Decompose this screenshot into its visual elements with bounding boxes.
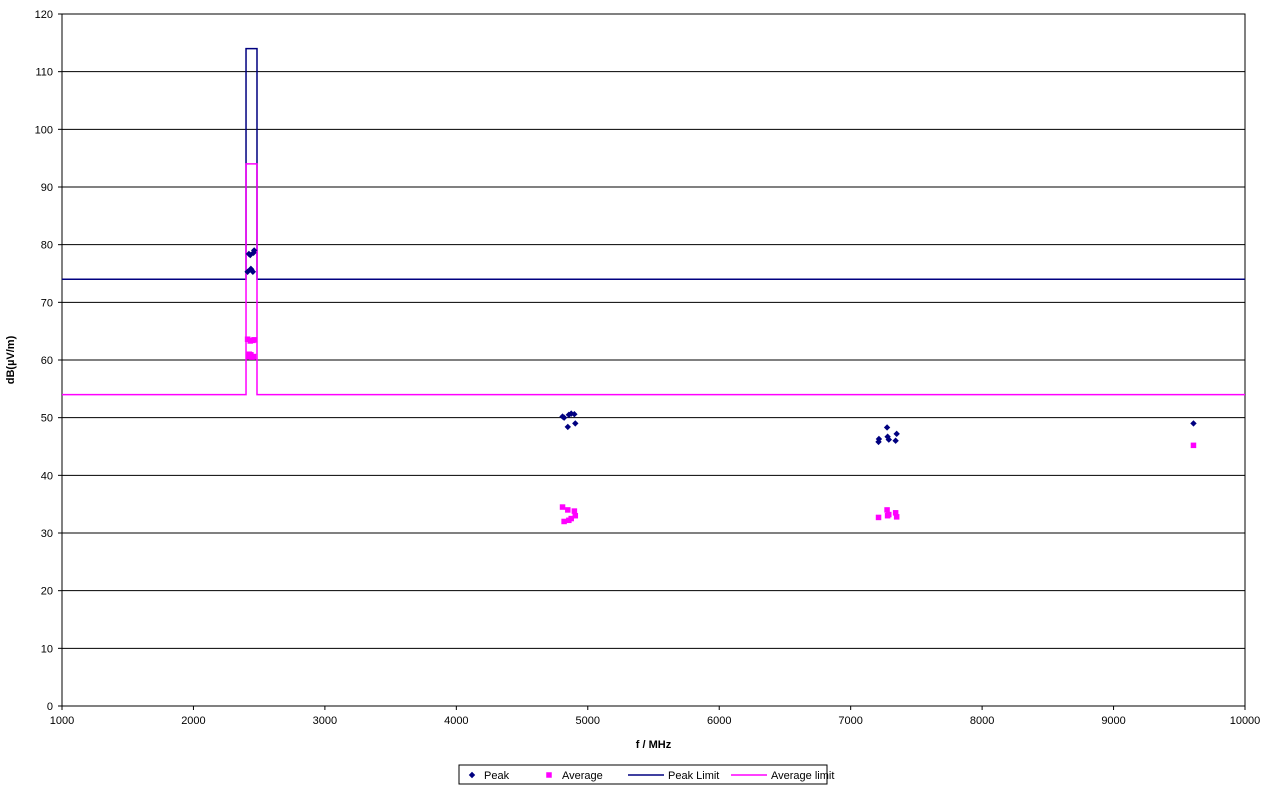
legend-label: Peak Limit: [668, 770, 719, 782]
peak-point: [883, 424, 891, 431]
y-axis: 0 10 20 30 40 50 60 70 80 90 100 110 120: [35, 9, 62, 713]
average-point: [571, 508, 578, 514]
peak-point: [875, 438, 882, 446]
y-tick-label: 120: [35, 9, 53, 21]
y-tick-label: 30: [41, 528, 53, 540]
average-point: [893, 514, 900, 520]
legend-label: Average limit: [771, 770, 834, 782]
x-axis: 1000 2000 3000 4000 5000 6000 7000 8000 9000 1000…: [50, 706, 1261, 727]
series-average-limit: [62, 163, 1245, 396]
y-tick-label: 20: [41, 586, 53, 598]
peak-point: [893, 430, 900, 438]
y-tick-label: 70: [41, 297, 53, 309]
average-point: [251, 337, 257, 343]
average-point: [892, 510, 899, 516]
average-point: [875, 514, 882, 521]
average-point: [884, 507, 890, 513]
series: [62, 47, 1245, 525]
y-axis-title: dB(µV/m): [5, 335, 17, 384]
x-tick-label: 10000: [1230, 715, 1261, 727]
legend-item-peak: Peak: [468, 770, 510, 782]
x-tick-label: 6000: [707, 715, 731, 727]
x-tick-label: 7000: [838, 715, 862, 727]
peak-point: [250, 247, 258, 254]
average-point: [1190, 442, 1197, 449]
x-tick-label: 3000: [313, 715, 337, 727]
peak-point: [249, 268, 257, 275]
legend-label: Average: [562, 770, 603, 782]
peak-point: [892, 437, 899, 444]
gridlines: [62, 71, 1245, 649]
x-tick-label: 5000: [576, 715, 600, 727]
series-peak: [244, 247, 1197, 446]
x-tick-label: 4000: [444, 715, 468, 727]
average-point: [561, 518, 567, 525]
y-tick-label: 80: [41, 240, 53, 252]
peak-point: [568, 410, 575, 417]
y-tick-label: 100: [35, 124, 53, 136]
average-limit-line: [62, 163, 1245, 396]
average-point: [559, 504, 566, 510]
peak-point: [565, 411, 573, 418]
y-tick-label: 110: [35, 67, 53, 79]
peak-point: [1190, 420, 1197, 427]
y-tick-label: 40: [41, 470, 53, 482]
x-axis-title: f / MHz: [636, 739, 672, 751]
legend-item-average-limit: Average limit: [731, 770, 834, 782]
legend-item-peak-limit: Peak Limit: [628, 770, 719, 782]
y-tick-label: 90: [41, 182, 53, 194]
y-tick-label: 60: [41, 355, 53, 367]
peak-point: [875, 435, 883, 443]
x-tick-label: 1000: [50, 715, 74, 727]
legend-label: Peak: [484, 770, 510, 782]
average-point: [886, 511, 892, 518]
x-tick-label: 8000: [970, 715, 994, 727]
legend-swatch: [546, 772, 552, 778]
average-point: [250, 353, 257, 360]
legend-swatch: [468, 771, 476, 779]
x-tick-label: 2000: [181, 715, 205, 727]
legend-item-average: Average: [546, 770, 603, 782]
peak-point: [572, 420, 579, 427]
peak-point: [571, 411, 578, 418]
peak-point: [564, 423, 571, 431]
y-tick-label: 50: [41, 413, 53, 425]
y-tick-label: 10: [41, 643, 53, 655]
average-point: [565, 507, 571, 513]
peak-point: [885, 436, 892, 443]
series-average: [244, 336, 1197, 525]
average-point: [572, 512, 579, 519]
average-point: [568, 515, 574, 522]
peak-point: [560, 414, 568, 421]
legend: Peak Average Peak Limit Average limit: [458, 764, 834, 785]
series-peak-limit: [62, 47, 1245, 281]
peak-limit-line: [62, 47, 1245, 281]
y-tick-label: 0: [47, 701, 53, 713]
x-tick-label: 9000: [1101, 715, 1125, 727]
